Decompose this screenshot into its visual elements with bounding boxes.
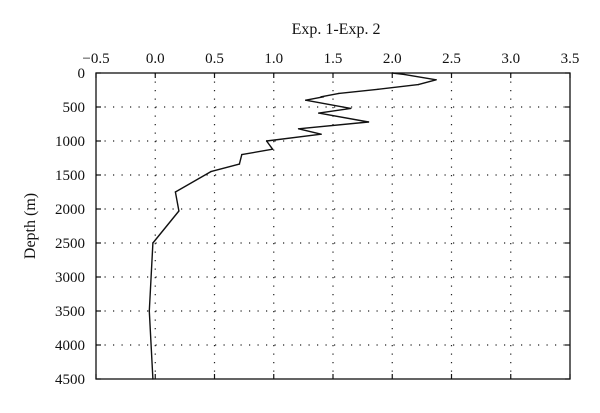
x-tick-label: 2.0 xyxy=(383,51,402,67)
data-point xyxy=(320,96,322,98)
y-tick-label: 4500 xyxy=(55,372,85,388)
series-line xyxy=(148,72,437,380)
data-point xyxy=(148,310,150,312)
y-tick-label: 1000 xyxy=(55,134,85,150)
data-point xyxy=(178,210,180,212)
data-point xyxy=(238,163,241,165)
data-point xyxy=(241,153,243,156)
data-point xyxy=(403,73,405,76)
series-layer xyxy=(148,72,437,380)
x-tick-label: 2.5 xyxy=(442,51,461,67)
data-point xyxy=(305,99,307,101)
data-point xyxy=(322,96,325,98)
y-tick-label: 1500 xyxy=(55,168,85,184)
data-point xyxy=(367,121,370,123)
y-axis-title: Depth (m) xyxy=(22,193,39,259)
x-tick-label: 3.0 xyxy=(501,51,520,67)
data-point xyxy=(435,79,437,81)
chart-title: Exp. 1-Exp. 2 xyxy=(292,21,381,38)
data-point xyxy=(350,107,352,110)
data-point xyxy=(320,133,322,135)
data-point xyxy=(318,112,320,114)
data-point xyxy=(265,140,268,142)
y-tick-label: 3500 xyxy=(55,304,85,320)
data-point xyxy=(210,170,212,173)
x-axis-tick-labels: −0.5 0.0 0.5 1.0 1.5 2.0 2.5 3.0 3.5 xyxy=(82,51,579,67)
data-point xyxy=(417,83,419,86)
x-tick-label: 1.5 xyxy=(324,51,343,67)
data-point xyxy=(174,191,177,193)
plot-frame xyxy=(95,72,571,380)
y-tick-label: 2500 xyxy=(55,236,85,252)
data-point xyxy=(297,128,300,130)
x-tick-label: 1.0 xyxy=(264,51,283,67)
data-point xyxy=(377,88,379,91)
y-tick-label: 3000 xyxy=(55,270,85,286)
data-point xyxy=(391,72,393,74)
x-tick-label: 3.5 xyxy=(561,51,580,67)
data-point xyxy=(152,242,154,244)
y-tick-label: 500 xyxy=(63,100,86,116)
data-point xyxy=(338,92,340,95)
y-tick-label: 2000 xyxy=(55,202,85,218)
y-axis-tick-labels: 0 500 1000 1500 2000 2500 3000 3500 4000 4500 xyxy=(55,66,85,388)
y-tick-label: 0 xyxy=(78,66,86,82)
data-point xyxy=(152,378,154,380)
x-tick-label: −0.5 xyxy=(82,51,109,67)
y-tick-label: 4000 xyxy=(55,338,85,354)
x-tick-label: 0.5 xyxy=(205,51,224,67)
x-tick-label: 0.0 xyxy=(146,51,165,67)
grid-lines xyxy=(96,73,570,379)
data-point xyxy=(271,148,274,150)
